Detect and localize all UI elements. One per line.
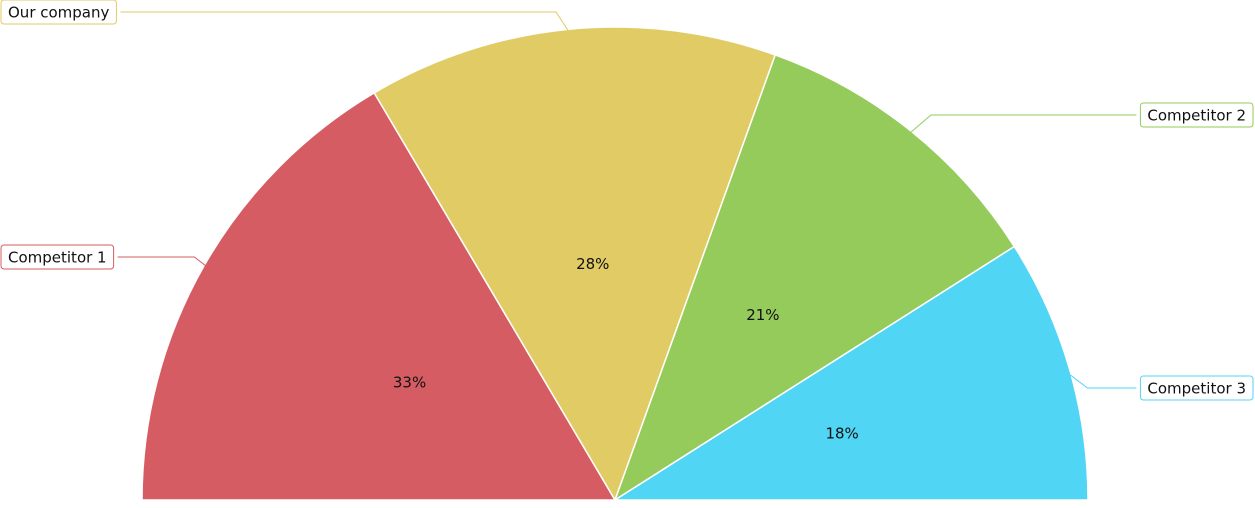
value-label: 18% <box>825 425 858 443</box>
callout-line <box>906 114 1137 136</box>
value-label: 33% <box>393 373 426 391</box>
callout-line <box>117 256 210 270</box>
slice-label: Competitor 1 <box>8 249 107 267</box>
label-box <box>1139 102 1254 128</box>
callout-line <box>1063 369 1137 389</box>
slice-label: Our company <box>8 4 110 22</box>
label-box <box>1139 375 1254 401</box>
callout: Competitor 3 <box>1063 369 1254 401</box>
slice <box>612 245 1089 501</box>
callout: Competitor 1 <box>0 244 210 270</box>
callout: Our company <box>0 0 572 36</box>
label-box <box>0 0 117 25</box>
slice-label: Competitor 3 <box>1147 380 1246 398</box>
value-label: 28% <box>576 255 609 273</box>
slice-label: Competitor 2 <box>1147 107 1246 125</box>
slice <box>613 54 1016 502</box>
label-box <box>0 244 115 270</box>
callout: Competitor 2 <box>906 102 1254 136</box>
value-label: 21% <box>746 306 779 324</box>
slice <box>373 26 777 502</box>
slice <box>141 91 617 501</box>
callout-line <box>120 11 572 36</box>
